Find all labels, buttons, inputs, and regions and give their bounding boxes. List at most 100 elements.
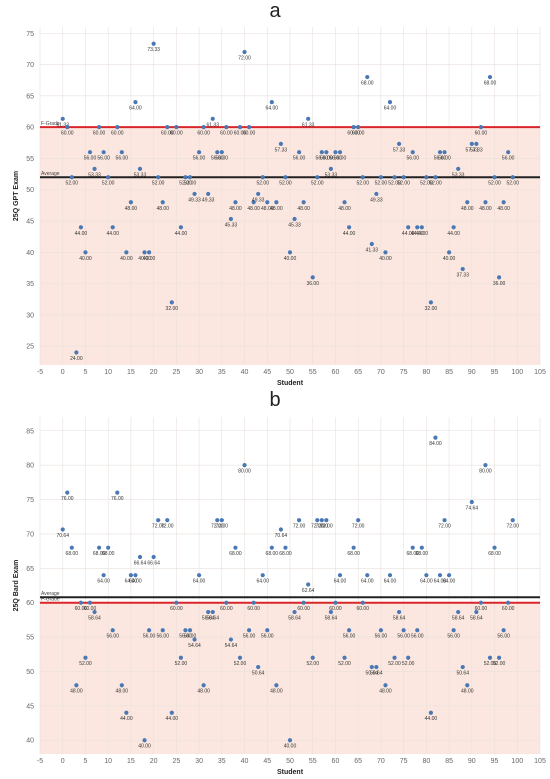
data-point: [469, 499, 474, 505]
data-point: [410, 545, 415, 550]
x-tick-label: 45: [263, 758, 271, 765]
data-point: [506, 600, 511, 605]
data-point-label: 56.00: [434, 156, 447, 162]
data-point-label: 60.00: [170, 131, 183, 137]
data-point: [124, 250, 129, 255]
x-tick-label: -5: [37, 758, 43, 765]
f-grade-line-label: F-Grade: [41, 121, 60, 127]
data-point: [69, 545, 74, 550]
data-point: [210, 116, 215, 121]
data-point-label: 52.00: [338, 661, 351, 667]
data-point-label: 80.00: [238, 469, 251, 475]
scatter-chart-a: 25 30 35 40 45 50 55 60 65 70 75 -5 0 5 10 15 20 25 30 35 40…: [13, 27, 546, 387]
data-point: [74, 683, 79, 688]
data-point: [410, 150, 415, 155]
x-tick-label: 30: [195, 758, 203, 765]
data-point: [106, 545, 111, 550]
x-tick-label: 10: [104, 369, 112, 376]
data-point: [496, 275, 502, 280]
data-point-label: 52.00: [179, 181, 192, 187]
data-point-label: 68.00: [229, 551, 242, 557]
data-point: [287, 738, 293, 743]
data-point: [196, 150, 202, 155]
data-point-label: 76.00: [111, 496, 124, 502]
x-tick-label: 80: [422, 369, 430, 376]
data-point-label: 57.33: [470, 147, 483, 153]
data-point-label: 52.00: [152, 181, 165, 187]
data-point: [183, 175, 188, 180]
data-point-label: 44.00: [166, 716, 179, 722]
data-point-label: 56.00: [97, 156, 110, 162]
data-point-label: 40.00: [120, 256, 133, 262]
data-point: [178, 655, 184, 660]
x-tick-label: 90: [468, 369, 476, 376]
data-point-label: 52.00: [79, 661, 92, 667]
y-tick-label: 55: [26, 156, 34, 163]
data-point-label: 60.00: [220, 131, 233, 137]
data-point-label: 48.00: [229, 206, 242, 212]
y-axis-label: 25Q Bard Exam: [13, 560, 20, 612]
data-point: [119, 150, 124, 155]
data-point: [401, 628, 406, 633]
x-tick-label: 70: [377, 369, 385, 376]
data-point-label: 54.64: [188, 643, 201, 649]
data-point: [260, 573, 265, 578]
data-point-label: 32.00: [166, 306, 179, 312]
data-point: [128, 200, 134, 205]
data-point-label: 56.00: [184, 634, 197, 640]
data-point: [192, 191, 197, 197]
data-point: [406, 655, 411, 660]
data-point-label: 48.00: [156, 206, 169, 212]
data-point: [456, 166, 461, 171]
x-tick-label: 20: [150, 758, 158, 765]
data-point-label: 64.00: [129, 106, 142, 112]
data-point: [478, 600, 484, 605]
x-tick-label: 25: [172, 369, 180, 376]
data-point-label: 50.64: [370, 671, 383, 677]
y-tick-label: 50: [26, 187, 34, 194]
data-point-label: 44.00: [120, 716, 133, 722]
data-point-label: 62.64: [302, 588, 315, 594]
data-point-label: 40.00: [138, 744, 151, 750]
data-point-label: 48.00: [338, 206, 351, 212]
data-point-label: 60.00: [502, 606, 515, 612]
data-point-label: 40.00: [143, 256, 156, 262]
data-point: [492, 175, 497, 180]
data-point: [246, 125, 252, 130]
x-tick-label: 105: [534, 369, 546, 376]
data-point-label: 57.33: [393, 147, 406, 153]
data-point: [274, 683, 279, 688]
data-point: [110, 628, 115, 633]
data-point-label: 56.00: [320, 156, 333, 162]
data-point: [110, 225, 115, 230]
data-point: [242, 49, 247, 55]
data-point: [74, 350, 79, 355]
data-point: [360, 600, 365, 605]
data-point: [351, 125, 356, 130]
data-point: [251, 600, 256, 605]
data-point: [201, 125, 206, 130]
data-point: [219, 518, 224, 523]
data-point: [296, 150, 302, 155]
data-point: [224, 125, 229, 130]
x-tick-label: 60: [332, 369, 340, 376]
data-point-label: 56.00: [343, 634, 356, 640]
data-point-label: 49.33: [202, 197, 215, 203]
data-point: [151, 41, 156, 46]
data-point: [196, 573, 202, 578]
y-tick-label: 45: [26, 219, 34, 226]
data-point: [256, 191, 261, 197]
data-point: [265, 628, 270, 633]
data-point-label: 70.64: [275, 533, 288, 539]
data-point-label: 64.00: [334, 579, 347, 585]
data-point: [165, 518, 170, 523]
data-point-label: 68.00: [102, 551, 115, 557]
data-point-label: 56.00: [116, 156, 129, 162]
x-tick-label: 85: [445, 369, 453, 376]
data-point: [383, 250, 388, 255]
data-point: [101, 573, 106, 578]
x-tick-label: 100: [511, 758, 523, 765]
data-point-label: 48.00: [479, 206, 492, 212]
data-point: [442, 150, 447, 155]
data-point: [365, 74, 370, 80]
